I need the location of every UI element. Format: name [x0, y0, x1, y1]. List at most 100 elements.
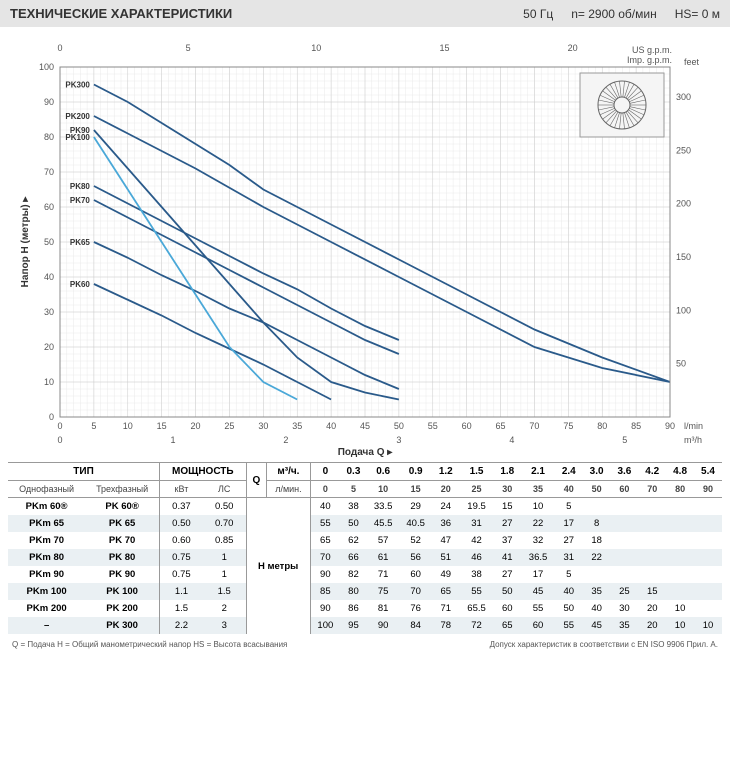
cell-hp: 1: [203, 549, 246, 566]
th-qlmin: 0: [310, 481, 340, 498]
cell-h: 86: [340, 600, 367, 617]
svg-text:55: 55: [428, 421, 438, 431]
cell-h: 70: [310, 549, 340, 566]
th-power: МОЩНОСТЬ: [160, 463, 247, 481]
svg-text:60: 60: [462, 421, 472, 431]
svg-text:PK65: PK65: [70, 238, 91, 247]
cell-tp: PK 70: [85, 532, 159, 549]
svg-text:250: 250: [676, 145, 691, 155]
cell-h: 47: [432, 532, 460, 549]
svg-text:40: 40: [44, 272, 54, 282]
cell-h: 62: [340, 532, 367, 549]
svg-text:40: 40: [326, 421, 336, 431]
cell-h: 45: [583, 617, 611, 634]
cell-hp: 0.85: [203, 532, 246, 549]
cell-hp: 1: [203, 566, 246, 583]
cell-h: 50: [493, 583, 521, 600]
cell-tp: PK 90: [85, 566, 159, 583]
th-qm3h: 0.9: [399, 463, 432, 481]
header-rpm: n= 2900 об/мин: [571, 7, 657, 21]
cell-h: 42: [460, 532, 494, 549]
header-params: 50 Гц n= 2900 об/мин HS= 0 м: [523, 7, 720, 21]
th-h: H метры: [246, 498, 310, 635]
cell-h: 27: [555, 532, 583, 549]
svg-text:75: 75: [563, 421, 573, 431]
th-qm3h: 2.1: [521, 463, 555, 481]
cell-h: 40: [583, 600, 611, 617]
cell-h: 8: [583, 515, 611, 532]
cell-h: 50: [340, 515, 367, 532]
header-title: ТЕХНИЧЕСКИЕ ХАРАКТЕРИСТИКИ: [10, 6, 232, 21]
svg-text:70: 70: [44, 167, 54, 177]
cell-h: [638, 549, 666, 566]
th-qlmin: 25: [460, 481, 494, 498]
cell-h: 61: [367, 549, 400, 566]
cell-h: [694, 600, 722, 617]
cell-h: 37: [493, 532, 521, 549]
th-qm3h: 0.3: [340, 463, 367, 481]
cell-h: 76: [399, 600, 432, 617]
cell-h: 56: [399, 549, 432, 566]
th-qm3h: 3.6: [611, 463, 639, 481]
cell-h: 50: [555, 600, 583, 617]
cell-h: [611, 498, 639, 516]
svg-text:10: 10: [311, 43, 321, 53]
svg-text:0: 0: [49, 412, 54, 422]
svg-text:Подача Q ▸: Подача Q ▸: [338, 447, 394, 457]
svg-text:5: 5: [186, 43, 191, 53]
cell-h: 100: [310, 617, 340, 634]
cell-h: 65: [493, 617, 521, 634]
performance-chart: 0510152025303540455055606570758085900102…: [0, 27, 730, 462]
cell-h: [611, 566, 639, 583]
spec-table: ТИПМОЩНОСТЬQм³/ч.00.30.60.91.21.51.82.12…: [8, 462, 722, 652]
svg-text:15: 15: [439, 43, 449, 53]
cell-h: 55: [460, 583, 494, 600]
th-q-unit2: л/мин.: [267, 481, 310, 498]
cell-h: 33.5: [367, 498, 400, 516]
cell-h: 22: [521, 515, 555, 532]
cell-tp: PK 200: [85, 600, 159, 617]
cell-hp: 0.70: [203, 515, 246, 532]
th-qlmin: 50: [583, 481, 611, 498]
cell-h: [666, 532, 694, 549]
cell-h: 45.5: [367, 515, 400, 532]
cell-hp: 1.5: [203, 583, 246, 600]
th-type: ТИП: [8, 463, 160, 481]
th-qm3h: 1.5: [460, 463, 494, 481]
svg-text:0: 0: [57, 435, 62, 445]
th-qlmin: 90: [694, 481, 722, 498]
cell-h: 66: [340, 549, 367, 566]
cell-tp: PK 60®: [85, 498, 159, 516]
cell-kw: 0.75: [160, 549, 203, 566]
cell-h: 75: [367, 583, 400, 600]
cell-h: 38: [340, 498, 367, 516]
cell-h: 38: [460, 566, 494, 583]
th-kw: кВт: [160, 481, 203, 498]
cell-h: 15: [493, 498, 521, 516]
cell-h: 90: [310, 566, 340, 583]
cell-h: 51: [432, 549, 460, 566]
cell-kw: 0.50: [160, 515, 203, 532]
svg-text:0: 0: [57, 421, 62, 431]
svg-text:1: 1: [170, 435, 175, 445]
svg-text:200: 200: [676, 199, 691, 209]
cell-h: 57: [367, 532, 400, 549]
footer-legend: Q = Подача H = Общий манометрический нап…: [8, 634, 432, 652]
th-qm3h: 0.6: [367, 463, 400, 481]
cell-h: 40: [555, 583, 583, 600]
cell-h: [666, 498, 694, 516]
cell-h: 27: [493, 566, 521, 583]
svg-text:5: 5: [622, 435, 627, 445]
cell-h: 25: [611, 583, 639, 600]
cell-h: 90: [310, 600, 340, 617]
svg-text:30: 30: [44, 307, 54, 317]
cell-h: 71: [367, 566, 400, 583]
cell-h: 81: [367, 600, 400, 617]
cell-kw: 0.60: [160, 532, 203, 549]
th-qm3h: 5.4: [694, 463, 722, 481]
cell-h: 36: [432, 515, 460, 532]
cell-h: 71: [432, 600, 460, 617]
cell-h: 65: [310, 532, 340, 549]
svg-text:150: 150: [676, 252, 691, 262]
cell-h: 72: [460, 617, 494, 634]
